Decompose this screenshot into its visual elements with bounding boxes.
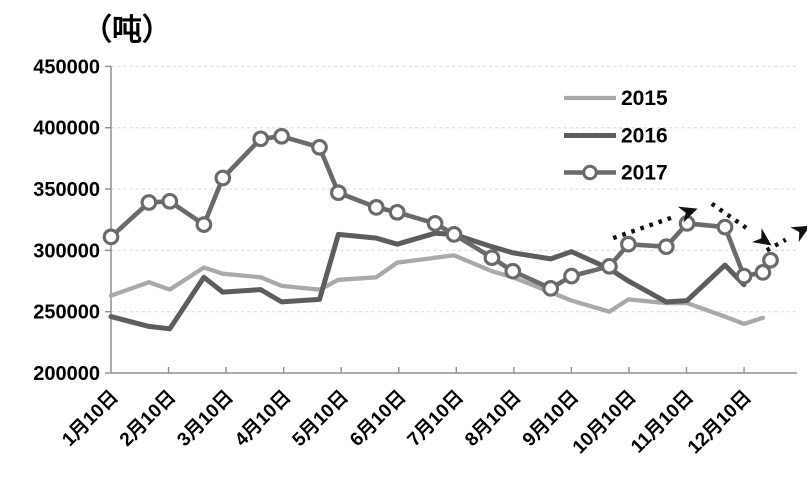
y-tick-label: 300000 [33, 240, 100, 262]
legend-item-2017: 2017 [564, 162, 668, 185]
series-marker-2017 [388, 203, 406, 221]
y-tick-label: 450000 [33, 56, 100, 78]
x-axis-tick-labels: 1月10日2月10日3月10日4月10日5月10日6月10日7月10日8月10日… [58, 387, 755, 459]
series-marker-2017 [657, 238, 675, 256]
series-marker-2017 [102, 228, 120, 246]
series-marker-2017 [311, 138, 328, 156]
series-marker-2017 [426, 215, 444, 232]
legend-item-2016: 2016 [564, 125, 668, 148]
series-marker-2017 [504, 262, 522, 280]
x-tick-label: 1月10日 [58, 387, 122, 451]
x-tick-label: 6月10日 [346, 387, 410, 451]
series-marker-2017 [601, 257, 618, 275]
series-marker-2017 [445, 226, 463, 243]
trend-arrows [612, 201, 807, 253]
series-marker-2017 [367, 199, 385, 216]
x-tick-label: 4月10日 [231, 387, 295, 451]
trend-arrow-shaft-3 [765, 237, 787, 253]
legend-label-2016: 2016 [621, 125, 668, 148]
series-marker-2017 [273, 127, 290, 145]
x-tick-label: 8月10日 [461, 387, 525, 451]
series-marker-2017 [252, 130, 270, 148]
x-tick-label: 10月10日 [569, 387, 641, 459]
plot-series [102, 127, 779, 332]
series-marker-2017 [754, 264, 772, 281]
series-line-2015 [108, 253, 766, 327]
series-marker-2017 [563, 267, 580, 285]
y-axis-unit-label: （吨） [82, 13, 172, 47]
y-tick-label: 350000 [33, 179, 100, 201]
trend-arrow-head-1 [677, 206, 698, 223]
gridlines [111, 65, 797, 313]
series-marker-2017 [161, 192, 179, 210]
legend: 2015 2016 2017 [564, 87, 668, 185]
series-line-2016 [108, 230, 747, 332]
series-marker-2017 [214, 169, 232, 187]
legend-label-2015: 2015 [621, 87, 668, 110]
series-marker-2017 [716, 218, 734, 236]
trend-arrow-shaft-2 [710, 201, 750, 232]
series-marker-2017 [330, 184, 347, 202]
series-marker-2017 [762, 251, 779, 269]
legend-marker-2017 [582, 164, 598, 181]
x-tick-label: 7月10日 [404, 387, 468, 451]
trend-arrow-head-2 [751, 228, 772, 246]
legend-item-2015: 2015 [564, 87, 668, 110]
y-tick-label: 250000 [33, 302, 100, 324]
series-marker-2017 [620, 235, 637, 253]
axes [105, 65, 797, 374]
series-marker-2017 [140, 194, 158, 211]
series-marker-2017 [735, 267, 753, 285]
y-tick-label: 400000 [33, 118, 100, 140]
x-tick-label: 3月10日 [173, 387, 237, 451]
series-marker-2017 [195, 216, 213, 233]
legend-label-2017: 2017 [621, 162, 668, 185]
x-tick-label: 5月10日 [289, 387, 353, 451]
x-tick-label: 2月10日 [116, 387, 180, 451]
x-tick-label: 12月10日 [684, 387, 756, 459]
trend-arrow-shaft-1 [612, 215, 672, 241]
trend-arrow-head-3 [790, 225, 807, 243]
y-tick-label: 200000 [33, 363, 100, 385]
series-marker-2017 [483, 249, 501, 267]
y-axis-tick-labels: 450000 400000 350000 300000 250000 200000 [33, 56, 100, 385]
series-marker-2017 [542, 280, 560, 297]
series-line-2017 [108, 134, 773, 291]
